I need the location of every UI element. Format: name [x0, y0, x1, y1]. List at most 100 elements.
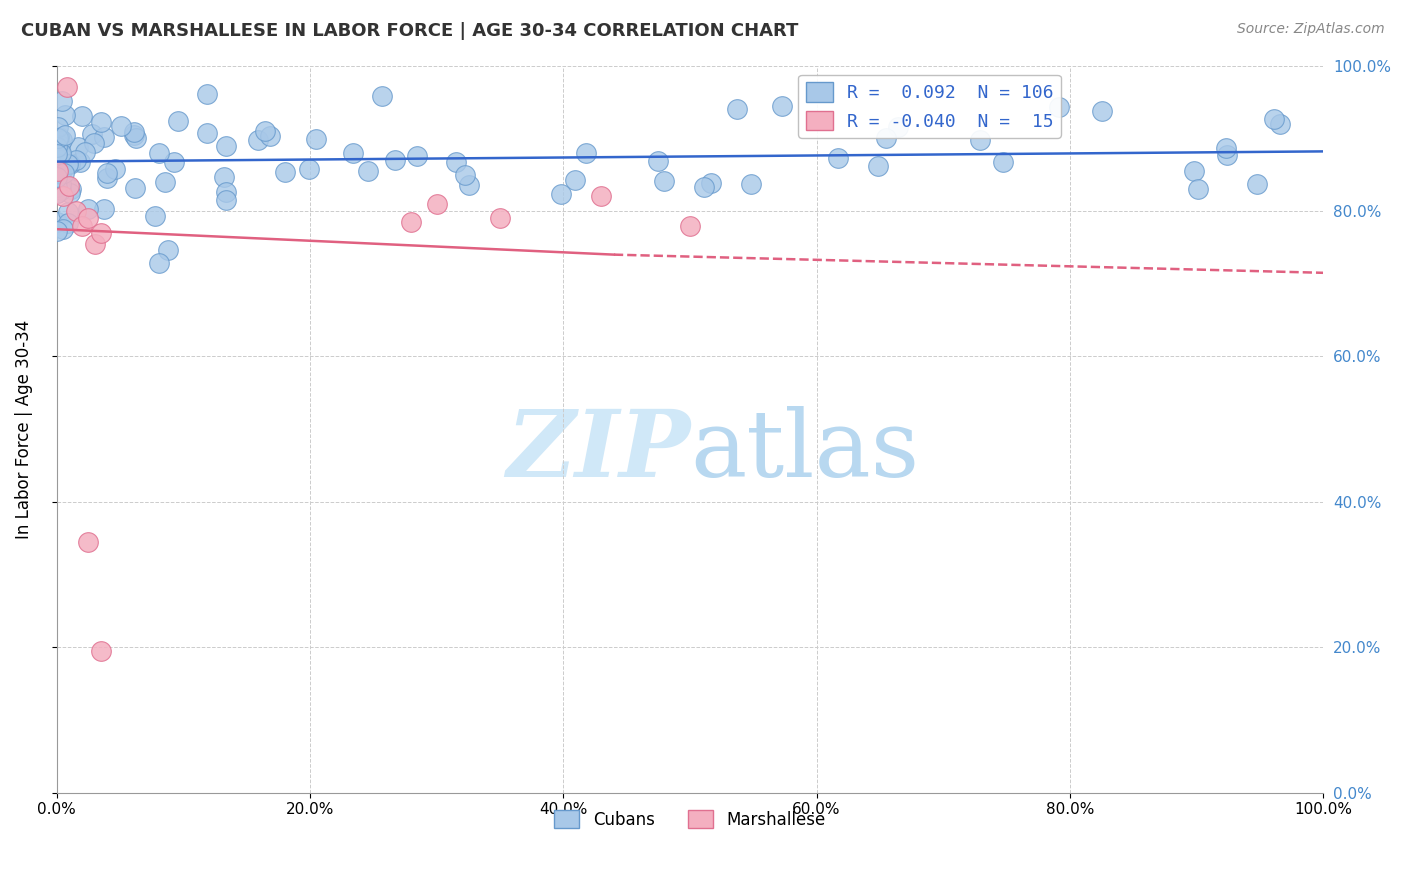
Point: [405, 149, 427, 163]
Point: [143, 209, 166, 223]
Point: [45, 146, 67, 161]
Point: [80, 127, 103, 141]
Point: [215, 185, 238, 199]
Point: [59, 186, 82, 201]
Point: [426, 196, 449, 211]
Point: [195, 126, 218, 140]
Point: [55, 178, 77, 192]
Point: [124, 180, 146, 194]
Point: [157, 244, 180, 258]
Point: [52, 189, 75, 203]
Point: [153, 175, 176, 189]
Point: [991, 155, 1014, 169]
Point: [77, 534, 100, 549]
Point: [49, 146, 72, 161]
Point: [45, 167, 67, 181]
Point: [444, 155, 467, 169]
Point: [298, 161, 321, 176]
Point: [46, 149, 69, 163]
Point: [654, 174, 676, 188]
Point: [647, 154, 669, 169]
Point: [274, 165, 297, 179]
Point: [254, 124, 277, 138]
Point: [65, 153, 87, 167]
Point: [56, 217, 79, 231]
Legend: Cubans, Marshallese: Cubans, Marshallese: [548, 803, 832, 835]
Point: [67, 140, 90, 154]
Point: [259, 128, 281, 143]
Point: [122, 125, 145, 139]
Point: [342, 145, 364, 160]
Point: [1182, 163, 1205, 178]
Point: [72, 109, 94, 123]
Point: [48, 153, 70, 167]
Point: [48, 129, 70, 144]
Point: [1215, 141, 1237, 155]
Point: [215, 139, 238, 153]
Point: [45, 170, 67, 185]
Point: [56, 205, 79, 219]
Point: [1091, 103, 1114, 118]
Point: [148, 145, 170, 160]
Point: [110, 120, 132, 134]
Point: [45, 179, 67, 194]
Point: [46, 140, 69, 154]
Point: [77, 211, 100, 226]
Point: [212, 169, 235, 184]
Point: [1263, 112, 1285, 127]
Point: [45, 224, 67, 238]
Text: atlas: atlas: [690, 406, 920, 496]
Point: [45, 186, 67, 200]
Point: [52, 166, 75, 180]
Point: [166, 114, 188, 128]
Text: ZIP: ZIP: [506, 406, 690, 496]
Point: [122, 128, 145, 142]
Point: [564, 173, 586, 187]
Text: CUBAN VS MARSHALLESE IN LABOR FORCE | AGE 30-34 CORRELATION CHART: CUBAN VS MARSHALLESE IN LABOR FORCE | AG…: [21, 22, 799, 40]
Point: [163, 155, 186, 169]
Point: [770, 99, 793, 113]
Point: [969, 133, 991, 147]
Point: [1215, 148, 1237, 162]
Point: [679, 219, 702, 233]
Point: [458, 178, 481, 192]
Point: [401, 215, 423, 229]
Point: [1047, 101, 1070, 115]
Point: [45, 147, 67, 161]
Point: [489, 211, 512, 226]
Point: [197, 87, 219, 101]
Point: [55, 80, 77, 95]
Point: [48, 138, 70, 153]
Point: [73, 145, 96, 159]
Point: [454, 168, 477, 182]
Point: [51, 133, 73, 147]
Point: [887, 120, 910, 134]
Point: [49, 166, 72, 180]
Point: [125, 131, 148, 145]
Point: [46, 164, 69, 178]
Point: [52, 222, 75, 236]
Point: [65, 204, 87, 219]
Point: [77, 202, 100, 216]
Point: [148, 256, 170, 270]
Point: [83, 236, 105, 251]
Point: [96, 170, 118, 185]
Point: [46, 215, 69, 229]
Point: [46, 173, 69, 187]
Point: [725, 102, 748, 116]
Point: [58, 178, 80, 193]
Point: [49, 145, 72, 160]
Point: [104, 161, 127, 176]
Point: [70, 219, 93, 233]
Point: [247, 133, 270, 147]
Point: [55, 128, 77, 142]
Point: [53, 108, 76, 122]
Point: [93, 202, 115, 216]
Point: [46, 120, 69, 134]
Point: [575, 145, 598, 160]
Point: [51, 94, 73, 108]
Point: [1246, 178, 1268, 192]
Point: [875, 131, 897, 145]
Point: [46, 131, 69, 145]
Point: [371, 89, 394, 103]
